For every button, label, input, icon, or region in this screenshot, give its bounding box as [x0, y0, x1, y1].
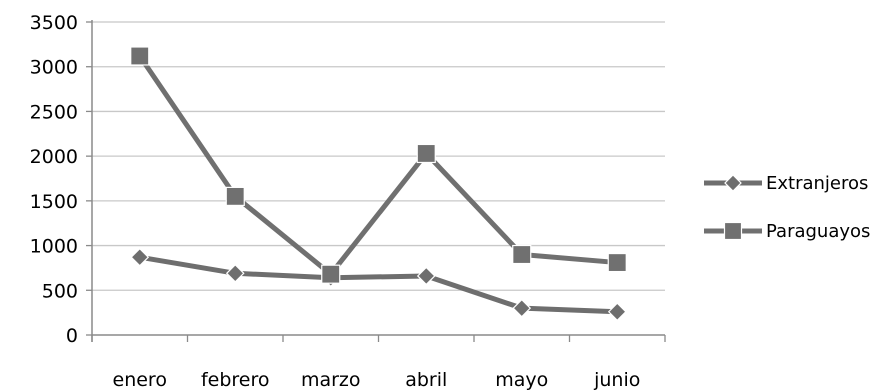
y-axis-tick-labels: 0 500 1000 1500 2000 2500 3000 3500: [30, 12, 78, 347]
square-marker: [723, 221, 743, 241]
y-tick-label: 2000: [30, 146, 78, 168]
x-tick-label: marzo: [301, 369, 361, 390]
square-marker: [607, 252, 627, 273]
x-tick-label: mayo: [495, 369, 548, 390]
diamond-marker: [225, 263, 245, 283]
square-marker: [225, 186, 245, 206]
square-marker: [321, 264, 341, 284]
y-tick-label: 0: [66, 325, 78, 347]
y-tick-label: 500: [42, 280, 78, 302]
y-tick-label: 2500: [30, 101, 78, 123]
diamond-marker: [130, 247, 150, 267]
diamond-marker: [512, 298, 532, 318]
y-tick-label: 1000: [30, 236, 78, 258]
x-tick-label: junio: [593, 369, 640, 390]
square-marker: [512, 244, 532, 265]
x-tick-label: abril: [405, 369, 447, 390]
legend-label: Paraguayos: [766, 221, 870, 242]
legend-label: Extranjeros: [766, 173, 868, 194]
x-tick-label: enero: [113, 369, 167, 390]
diamond-marker: [724, 174, 742, 192]
legend: Extranjeros Paraguayos: [704, 173, 870, 242]
diamond-marker: [416, 266, 436, 286]
y-tick-label: 3000: [30, 57, 78, 79]
series-line: [137, 53, 620, 277]
series-paraguayos: [130, 46, 627, 284]
square-marker: [130, 46, 150, 66]
series-line: [137, 254, 620, 315]
gridlines: [92, 21, 665, 291]
legend-item-paraguayos: Paraguayos: [704, 221, 870, 242]
x-axis-tick-labels: enero febrero marzo abril mayo junio: [113, 369, 641, 390]
y-tick-label: 1500: [30, 191, 78, 213]
x-tick-label: febrero: [201, 369, 270, 390]
square-marker: [416, 143, 436, 164]
axes: [86, 20, 666, 342]
legend-item-extranjeros: Extranjeros: [704, 173, 868, 194]
series-layer: [130, 46, 627, 322]
y-tick-label: 3500: [30, 12, 78, 34]
diamond-marker: [607, 302, 627, 322]
